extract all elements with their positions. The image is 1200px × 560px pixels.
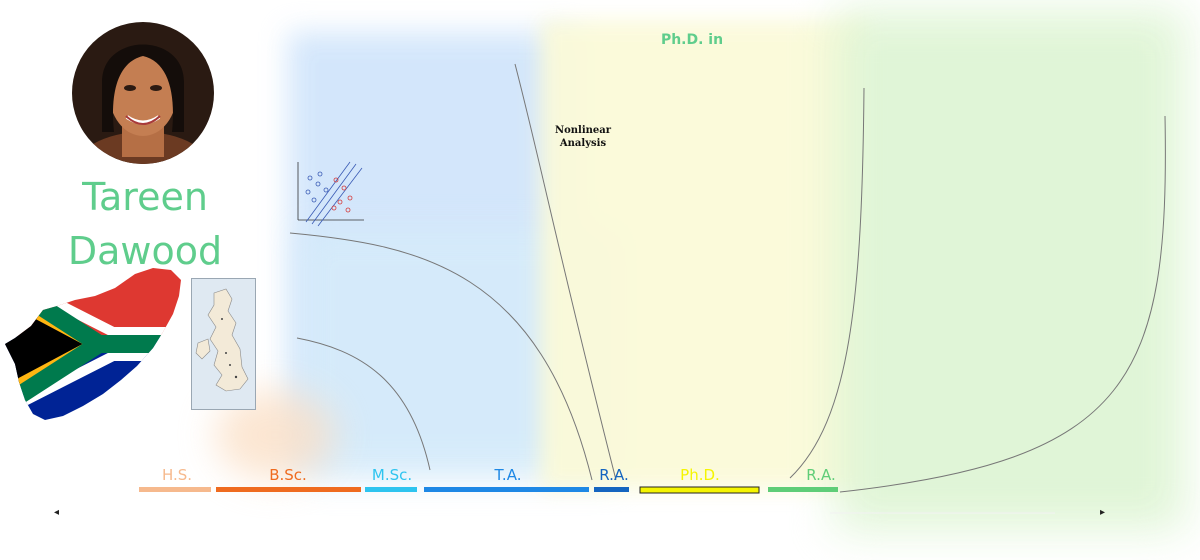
last-name: Dawood xyxy=(67,229,223,273)
timeline-scroll-right-arrow[interactable]: ▸ xyxy=(1100,507,1106,518)
phase-label-bsc: B.Sc. xyxy=(269,466,307,484)
curve-msc-to-bsc xyxy=(296,337,431,471)
phd-topic-line2: Analysis xyxy=(559,138,607,149)
profile-photo xyxy=(72,22,214,164)
phase-label-hs: H.S. xyxy=(161,466,193,484)
phase-bar-ra1 xyxy=(594,487,629,492)
first-name: Tareen xyxy=(82,175,208,219)
phd-topic-line1: Nonlinear xyxy=(554,125,612,136)
phase-bar-phd xyxy=(639,486,760,494)
svm-hyperplane-figure xyxy=(297,161,364,227)
phase-label-ra1: R.A. xyxy=(599,466,629,484)
phase-label-ra2: R.A. xyxy=(806,466,836,484)
phase-bar-hs xyxy=(139,487,211,492)
phd-panel-title: Ph.D. in xyxy=(660,32,724,48)
phase-bar-bsc xyxy=(216,487,361,492)
phase-bar-ta xyxy=(424,487,589,492)
uk-map-icon xyxy=(191,278,256,410)
phase-label-ta: T.A. xyxy=(494,466,522,484)
south-africa-flag-map-icon xyxy=(5,268,181,420)
phase-bar-ra2 xyxy=(768,487,838,492)
curve-phd-left xyxy=(514,63,617,481)
curve-ra-right xyxy=(839,115,1166,493)
phase-label-phd: Ph.D. xyxy=(680,466,720,484)
timeline-scroll-left-arrow[interactable]: ◂ xyxy=(54,507,60,518)
curve-svm-to-ra xyxy=(289,232,593,481)
phase-bar-msc xyxy=(365,487,417,492)
curve-phd-right xyxy=(789,87,865,479)
phase-label-msc: M.Sc. xyxy=(371,466,413,484)
phd-topic: Nonlinear Analysis xyxy=(555,124,611,150)
